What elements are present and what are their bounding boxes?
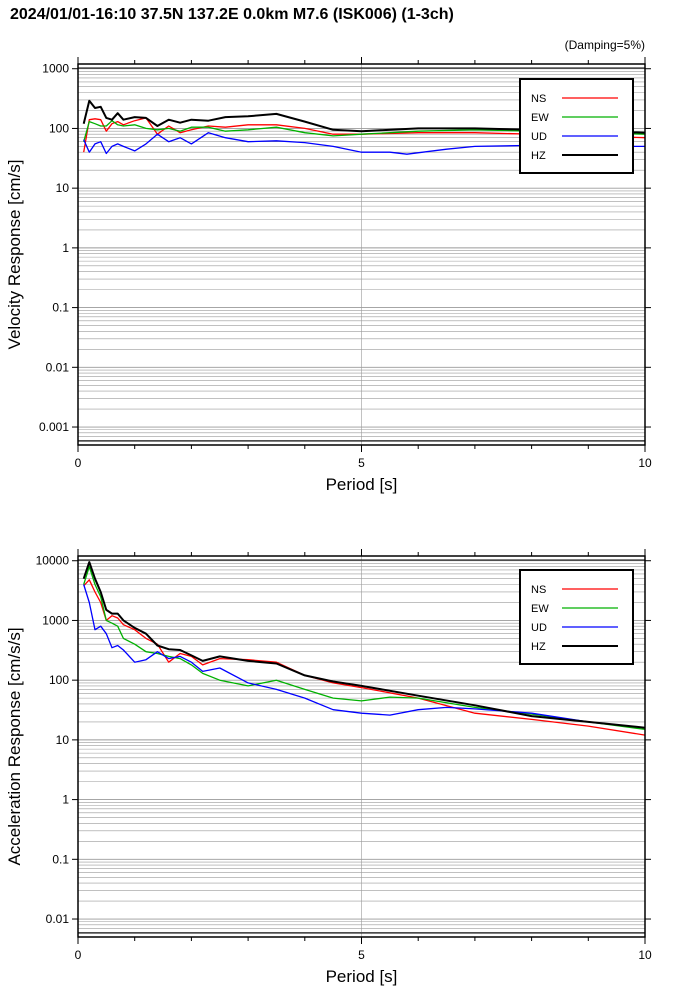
x-tick-label: 5 (358, 456, 365, 470)
x-axis-label: Period [s] (326, 967, 398, 986)
legend-label-ud: UD (531, 622, 547, 634)
legend-box (519, 569, 634, 665)
series-line-hz (82, 561, 646, 729)
x-tick-label: 0 (75, 456, 82, 470)
x-axis-label: Period [s] (326, 475, 398, 494)
y-tick-label: 0.1 (52, 852, 69, 866)
series-line-ew (83, 565, 646, 731)
y-tick-label: 100 (49, 673, 69, 687)
series-line-ud (83, 132, 645, 155)
plot-frame (77, 555, 646, 938)
x-tick-label: 5 (358, 948, 365, 962)
x-tick-label: 0 (75, 948, 82, 962)
plot-frame (77, 63, 646, 446)
y-tick-label: 1 (62, 793, 69, 807)
x-tick-label: 10 (638, 948, 652, 962)
chart-title: 2024/01/01-16:10 37.5N 137.2E 0.0km M7.6… (10, 6, 454, 23)
legend-label-ns: NS (531, 584, 546, 596)
y-tick-label: 1000 (42, 62, 69, 76)
series-line-ns (83, 579, 646, 736)
legend-label-hz: HZ (531, 641, 546, 653)
legend-box (519, 78, 634, 174)
y-tick-label: 1000 (42, 613, 69, 627)
y-tick-label: 1 (62, 241, 69, 255)
x-tick-label: 10 (638, 456, 652, 470)
y-axis-label: Velocity Response [cm/s] (5, 160, 24, 350)
y-tick-label: 0.1 (52, 301, 69, 315)
legend-label-ns: NS (531, 93, 546, 105)
series-line-ew (83, 120, 646, 142)
series-line-ns (83, 117, 646, 153)
series-line-ud (83, 584, 646, 729)
legend-label-ew: EW (531, 603, 549, 615)
series-line-hz (82, 99, 646, 134)
y-axis-label: Acceleration Response [cm/s/s] (5, 627, 24, 865)
y-tick-label: 0.01 (46, 360, 70, 374)
y-tick-label: 10000 (36, 554, 70, 568)
y-tick-label: 0.01 (46, 912, 70, 926)
legend-label-ew: EW (531, 112, 549, 124)
damping-note: (Damping=5%) (564, 38, 645, 52)
legend-label-hz: HZ (531, 150, 546, 162)
y-tick-label: 100 (49, 121, 69, 135)
y-tick-label: 0.001 (39, 420, 69, 434)
legend-label-ud: UD (531, 131, 547, 143)
y-tick-label: 10 (56, 733, 70, 747)
y-tick-label: 10 (56, 181, 70, 195)
